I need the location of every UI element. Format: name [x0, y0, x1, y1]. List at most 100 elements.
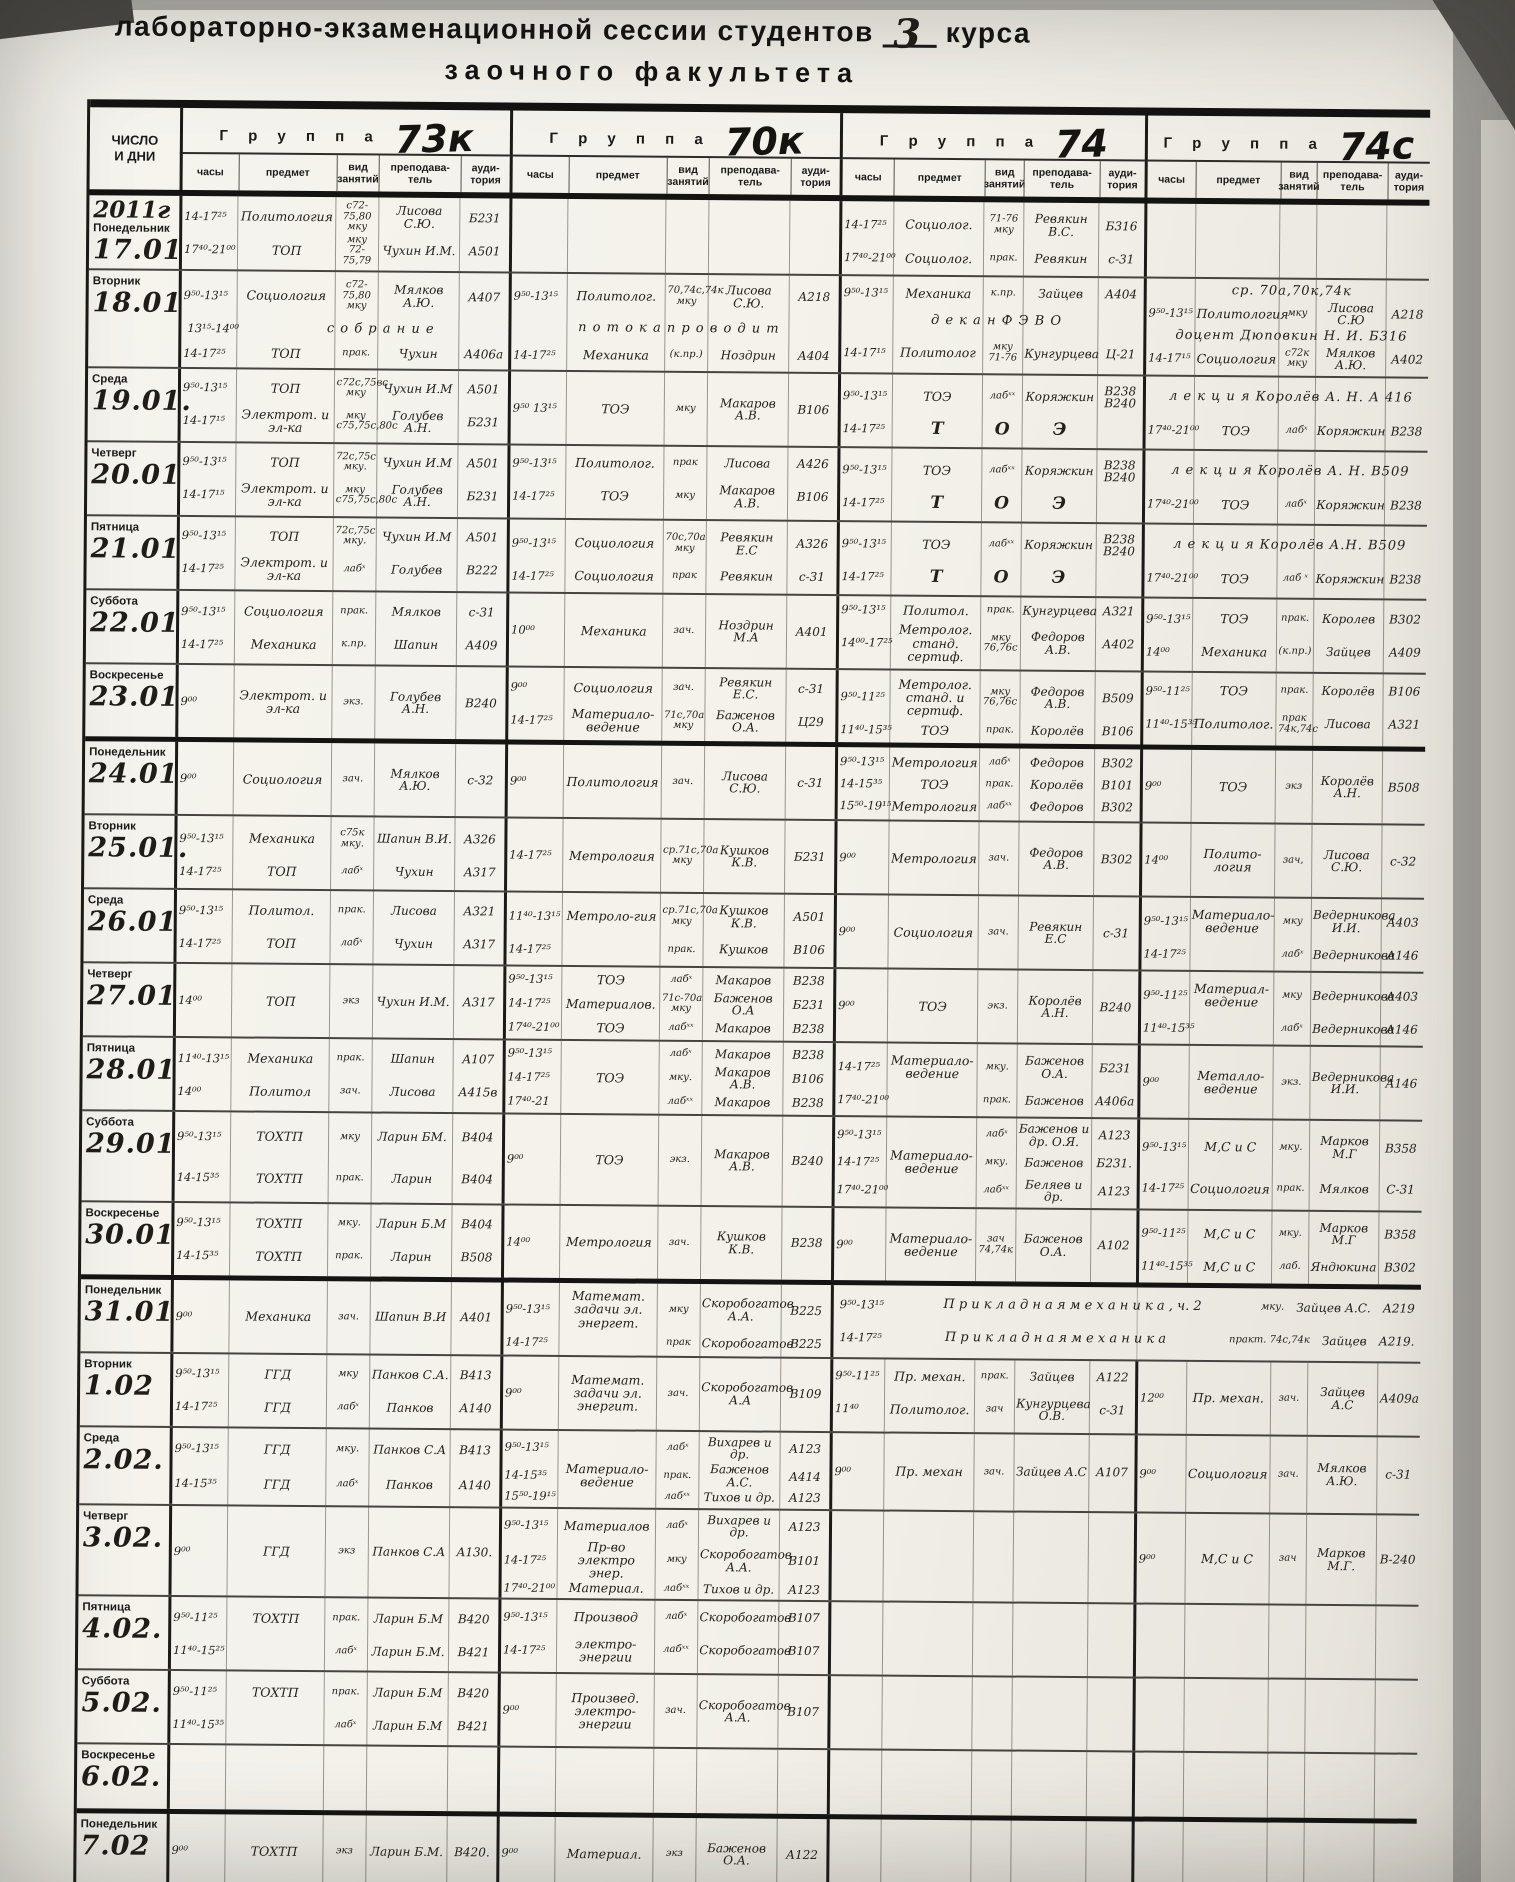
lesson-line: 9⁰⁰ Материало-ведение зач 74,74к Баженов О.…	[834, 1230, 1136, 1261]
lesson-teacher: Мялков	[1319, 1181, 1369, 1197]
group-cell	[826, 1750, 1133, 1817]
lesson-line: 14-17²⁵ Материало-ведение мку. Баженов О.А.…	[836, 1052, 1138, 1083]
lesson-type: прак.	[331, 1686, 360, 1698]
lesson-teacher: Макаров	[714, 1046, 771, 1062]
lesson-room: А146	[1385, 1022, 1418, 1037]
lesson-room: А402	[1390, 352, 1424, 367]
lesson-type: лабˣ	[988, 756, 1011, 768]
lesson-teacher: Зайцев А.С.	[1296, 1300, 1371, 1316]
lesson-line: 14-17¹⁵ Социология с72к мку Мялков А.Ю. А402	[1146, 344, 1428, 373]
lesson-type: 72с,75с мку.	[335, 524, 376, 547]
lesson-line: 14-17²⁵ Т О Э	[839, 566, 1141, 589]
group-cell	[496, 1747, 828, 1815]
group-cell: 9⁵⁰-11²⁵ ТОЭ прак. Королёв В106 11⁴⁰-15³⁵ Поли…	[1140, 672, 1426, 747]
lesson-teacher: Федоров	[1030, 755, 1084, 770]
lesson-room: А102	[1097, 1238, 1130, 1253]
lesson-room: В413	[459, 1368, 492, 1383]
lesson-time: 14⁰⁰	[1145, 644, 1170, 659]
lesson-teacher: Баженов и др. О.Я.	[1018, 1121, 1090, 1149]
lesson-time: 9⁰⁰	[180, 694, 198, 709]
lesson-teacher: Мялков	[391, 604, 441, 620]
group-cell: 9⁰⁰ ТОЭ экз. Королёв А.Н. В240	[832, 969, 1139, 1044]
lesson-room: В106	[1388, 684, 1421, 700]
date-cell: Четверг 20.01	[87, 442, 181, 515]
lesson-room: В225	[789, 1336, 822, 1351]
group-cell: 9⁵⁰-13¹⁵ лабˣ Баженов и др. О.Я. А123 14-17²…	[831, 1117, 1138, 1209]
lesson-type: к.пр.	[990, 287, 1016, 299]
lesson-subject: ГГД	[264, 1399, 291, 1415]
lesson-subject: Электрот. и эл-ка	[240, 554, 329, 584]
lesson-type: с72-75,80 мку	[342, 279, 371, 312]
lesson-teacher: Зайцев	[1038, 286, 1084, 302]
lesson-type: прак.	[986, 604, 1015, 616]
lesson-subject: Материал.	[568, 1580, 644, 1596]
group-cell: 12⁰⁰ Пр. механ. зач. Зайцев А.С А409а	[1134, 1361, 1421, 1436]
lesson-subject: М,С и С	[1204, 1139, 1257, 1155]
lesson-subject: Социолог.	[905, 216, 973, 233]
lesson-type: мку.	[984, 1156, 1009, 1168]
group-cell: 9⁵⁰ 13¹⁵ ТОЭ мку Макаров А.В. В106	[507, 371, 839, 447]
lesson-subject: Механика	[250, 636, 317, 653]
lesson-room: с-31	[1102, 926, 1130, 941]
lesson-room: А409	[465, 638, 498, 653]
lesson-type: прак.	[985, 778, 1014, 790]
lesson-teacher: Лисова С.Ю.	[725, 283, 772, 311]
lesson-line: 17⁴⁰-21⁰⁰ ТОЭ лабˣ Коряжкин В238	[1145, 496, 1427, 513]
lesson-teacher: Ноздрин М.А	[718, 617, 774, 645]
lesson-line: 14⁰⁰ Механика (к.пр.) Зайцев А409	[1144, 644, 1426, 661]
lesson-room: В404	[461, 1171, 494, 1187]
lesson-teacher: Чухин	[394, 936, 434, 952]
lesson-type: мку	[675, 402, 696, 414]
lesson-room: В358	[1384, 1227, 1417, 1242]
lesson-subject: ТОЭ	[601, 400, 630, 417]
group-cell	[1132, 1604, 1419, 1680]
lesson-room: В238	[790, 1236, 823, 1251]
lesson-room: с-32	[467, 773, 494, 788]
lesson-type: мку 76,76с	[983, 631, 1018, 654]
lesson-room: В238	[1389, 572, 1422, 587]
lesson-teacher: Ревякин Е.С	[720, 530, 774, 558]
lesson-type: прак.	[663, 1469, 692, 1481]
lesson-teacher: Кушков К.В.	[716, 1229, 766, 1257]
schedule-row: Среда 26.01 9⁵⁰-13¹⁵ Политол. прак. Лисова А32…	[83, 889, 1424, 974]
lesson-type: зач.	[342, 773, 364, 785]
lesson-time: 9⁵⁰-13¹⁵	[181, 528, 227, 543]
lesson-type: лаб.	[1279, 1260, 1301, 1272]
lesson-teacher: Баженов О.А.	[1023, 1231, 1083, 1259]
lesson-line: 11⁴⁰-13¹⁵ Механика прак. Шапин А107	[176, 1050, 503, 1068]
lesson-type: лабˣ	[1281, 948, 1304, 960]
lesson-line: 9⁵⁰-13¹⁵ Социология с72-75,80 мку Мялков А.…	[182, 278, 509, 314]
lesson-line: 14-17²⁵ Электрот. и эл-ка лабˣ Голубев В222	[179, 554, 506, 585]
date-handwritten: 30.01	[85, 1218, 175, 1251]
lesson-line: 9⁵⁰-13¹⁵ лабˣ Макаров В238	[506, 1045, 833, 1062]
date-handwritten: 17.01	[92, 234, 183, 267]
lesson-type: прак.	[332, 1612, 361, 1624]
lesson-line: 9⁵⁰-11²⁵ Пр. механ. прак. Зайцев А122	[833, 1368, 1135, 1385]
lesson-line: 9⁵⁰-11²⁵ ТОХТП прак. Ларин Б.М В420	[171, 1683, 498, 1701]
lesson-teacher: Лисова	[389, 1084, 436, 1100]
lesson-teacher: Кунгурцева	[1022, 603, 1097, 618]
lesson-type: мку 71-76	[988, 341, 1018, 364]
lesson-line: 14-17²⁵ ТОП прак. Чухин А406а	[181, 345, 508, 363]
lesson-time: 14-15³⁵	[504, 1467, 547, 1482]
wide-lesson-line: 9⁵⁰-13¹⁵ П р и к л а д н а я м е х а н и …	[834, 1296, 1421, 1318]
lesson-line: 9⁵⁰-13¹⁵ ТОЭ лабˣˣ Коряжкин В238 В240	[840, 530, 1142, 560]
lesson-teacher: Ларин Б.М	[373, 1685, 443, 1700]
lesson-line: 14-17¹⁵ Электрот. и эл-ка мку с75,75с,80с Г…	[180, 480, 507, 511]
lesson-type: мку.	[1279, 1141, 1303, 1153]
lesson-teacher: Ведерникова	[1312, 947, 1396, 963]
lesson-time: 11⁴⁰-15³⁵	[1141, 1258, 1193, 1274]
lesson-teacher: Скоробогатов А.А.	[701, 1296, 794, 1324]
date-handwritten: 29.01	[85, 1128, 176, 1161]
lesson-span-line: л е к ц и я Королёв А. Н. В509	[1145, 462, 1435, 482]
lesson-room: А407	[468, 289, 501, 304]
lesson-time: 14-17²⁵	[836, 1154, 880, 1169]
lesson-subject: Социология	[574, 568, 654, 584]
lesson-time: 9⁵⁰-13¹⁵	[1148, 305, 1193, 321]
schedule-row: Воскресенье 6.02.	[76, 1744, 1418, 1825]
lesson-teacher: Скоробогатов	[699, 1610, 792, 1626]
lesson-time: 9⁵⁰-11²⁵	[173, 1610, 218, 1625]
group-cell: л е к ц и я Королёв А.Н. В509 17⁴⁰-21⁰⁰ ТО…	[1141, 524, 1427, 599]
group-cell: 9⁰⁰ ТОХТП экз Ларин Б.М. В420.	[166, 1814, 497, 1882]
lesson-type: лабˣ	[670, 973, 693, 985]
